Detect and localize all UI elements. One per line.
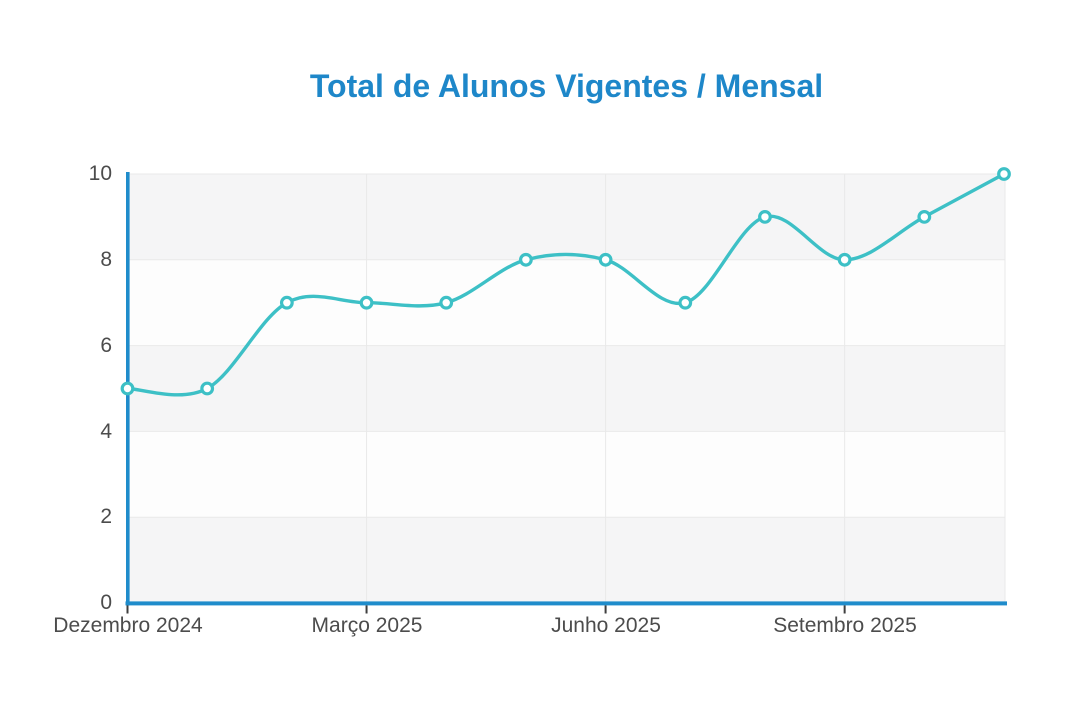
y-axis-tick-label: 4 (100, 420, 112, 443)
chart-title: Total de Alunos Vigentes / Mensal (309, 68, 824, 104)
y-axis-tick-label: 8 (100, 248, 112, 271)
y-axis-tick-label: 0 (100, 591, 112, 614)
y-axis-tick-label: 10 (88, 162, 112, 185)
y-axis-tick-label: 2 (100, 505, 112, 528)
x-axis-tick-label: Março 2025 (311, 614, 423, 637)
x-axis-tick-label: Junho 2025 (551, 614, 661, 637)
x-axis-tick-label: Dezembro 2024 (53, 614, 203, 637)
x-axis-tick-label: Setembro 2025 (773, 614, 917, 637)
y-axis-tick-label: 6 (100, 334, 112, 357)
